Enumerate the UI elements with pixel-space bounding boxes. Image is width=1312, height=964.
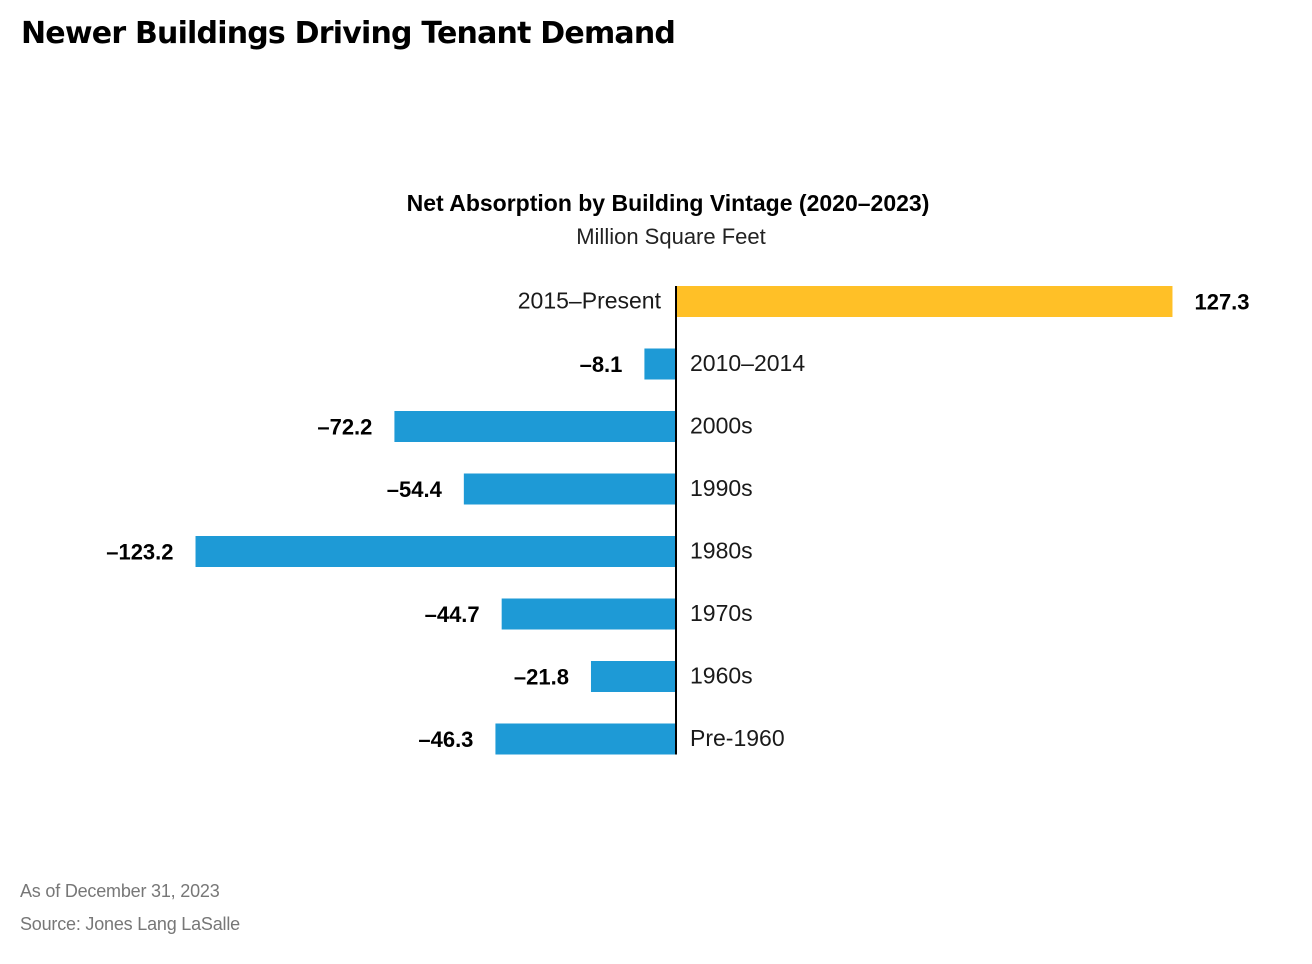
category-label-1990s: 1990s: [690, 475, 753, 501]
bar-pre-1960: [495, 723, 676, 755]
value-label-2015-present: 127.3: [1194, 290, 1249, 315]
bars-group: [195, 286, 1173, 755]
category-label-2015-present: 2015–Present: [518, 288, 662, 314]
category-label-1980s: 1980s: [690, 538, 753, 564]
value-label-2000s: –72.2: [317, 415, 372, 440]
category-label-1970s: 1970s: [690, 600, 753, 626]
category-label-pre-1960: Pre-1960: [690, 725, 785, 751]
bar-1960s: [590, 661, 676, 692]
chart-subtitle: Million Square Feet: [576, 224, 766, 249]
category-label-1960s: 1960s: [690, 663, 753, 689]
value-label-pre-1960: –46.3: [418, 727, 473, 752]
bar-2015-present: [676, 286, 1173, 317]
bar-1980s: [195, 536, 676, 567]
as-of-note: As of December 31, 2023: [20, 881, 220, 901]
category-label-2000s: 2000s: [690, 413, 753, 439]
chart-title: Net Absorption by Building Vintage (2020…: [407, 190, 930, 216]
source-note: Source: Jones Lang LaSalle: [20, 914, 240, 934]
bar-1990s: [463, 473, 676, 505]
bar-2000s: [394, 411, 676, 442]
value-label-1980s: –123.2: [106, 540, 173, 565]
category-label-2010-2014: 2010–2014: [690, 350, 805, 376]
bar-2010-2014: [644, 348, 676, 380]
value-label-2010-2014: –8.1: [580, 352, 623, 377]
page-title: Newer Buildings Driving Tenant Demand: [21, 16, 676, 51]
value-labels-group: 127.3 –8.1 –72.2 –54.4 –123.2 –44.7 –21.8 –46.3: [106, 290, 1249, 753]
category-labels-group: 2015–Present 2010–2014 2000s 1990s 1980s 1970…: [518, 288, 806, 752]
bar-1970s: [501, 598, 676, 630]
value-label-1990s: –54.4: [387, 477, 443, 502]
value-label-1970s: –44.7: [425, 602, 480, 627]
value-label-1960s: –21.8: [514, 665, 569, 690]
